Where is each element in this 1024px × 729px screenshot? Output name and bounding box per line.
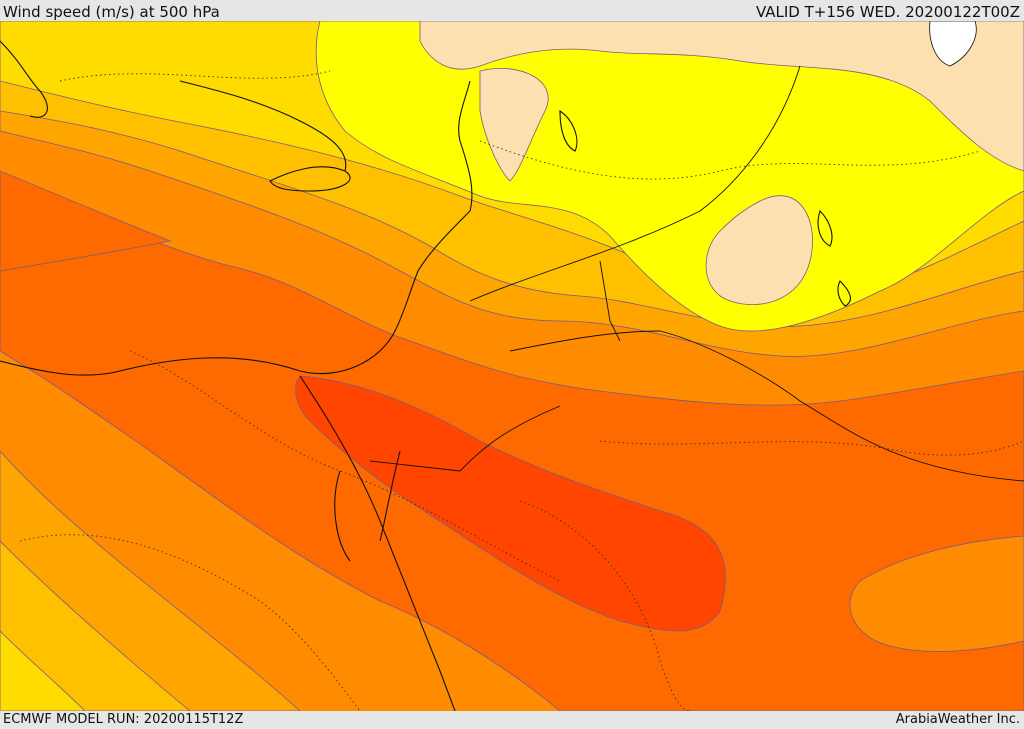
map-canvas [0,21,1024,711]
wind-band-west-strip [0,170,172,272]
wind-band-white-patch [929,21,977,67]
header-bar: Wind speed (m/s) at 500 hPa VALID T+156 … [0,0,1024,21]
wind-band-calm-patch-levant [479,68,549,182]
wind-speed-map [0,21,1024,711]
wind-band-orange-dark [0,180,1024,711]
wind-band-se-patch [849,535,1024,652]
wind-band-jet-core [295,375,726,632]
wind-band-calm-patch-east [705,195,813,305]
credit-label: ArabiaWeather Inc. [895,712,1020,727]
footer-bar: ECMWF MODEL RUN: 20200115T12Z ArabiaWeat… [0,711,1024,729]
coastlines [0,40,851,711]
dotted-isolines [19,70,1024,711]
map-title: Wind speed (m/s) at 500 hPa [3,3,220,21]
wind-band-sw-gold [0,540,191,711]
country-borders [369,65,1024,482]
valid-time-label: VALID T+156 WED. 20200122T00Z [755,3,1020,21]
wind-band-calm-north [419,21,1024,172]
model-run-label: ECMWF MODEL RUN: 20200115T12Z [3,712,244,727]
wind-band-sw-yellow [0,630,86,711]
